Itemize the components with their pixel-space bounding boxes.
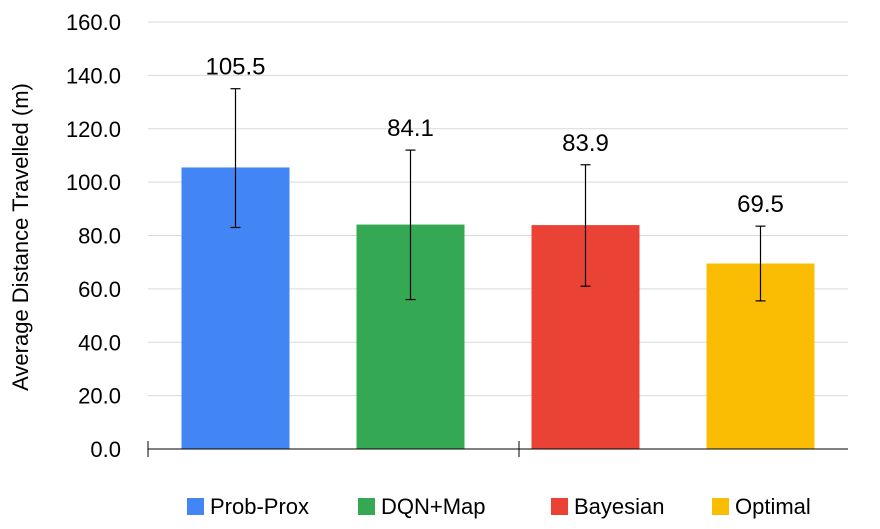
data-label: 105.5 — [205, 54, 265, 81]
y-axis-label: Average Distance Travelled (m) — [8, 83, 33, 391]
y-tick-label: 120.0 — [66, 117, 121, 142]
y-tick-label: 80.0 — [78, 224, 121, 249]
legend-label: Optimal — [735, 494, 811, 519]
legend-swatch — [712, 498, 729, 515]
y-tick-label: 20.0 — [78, 384, 121, 409]
y-tick-label: 60.0 — [78, 277, 121, 302]
y-tick-label: 40.0 — [78, 330, 121, 355]
legend-item: Prob-Prox — [187, 494, 309, 519]
data-label: 84.1 — [387, 115, 434, 142]
legend-item: Bayesian — [551, 494, 665, 519]
legend-label: Bayesian — [574, 494, 665, 519]
y-tick-label: 0.0 — [90, 437, 121, 462]
legend: Prob-Prox DQN+Map Bayesian Optimal — [187, 494, 811, 519]
legend-item: Optimal — [712, 494, 811, 519]
data-labels: 105.5 84.1 83.9 69.5 — [205, 54, 783, 218]
y-tick-label: 100.0 — [66, 170, 121, 195]
error-bars — [230, 88, 766, 302]
legend-swatch — [187, 498, 204, 515]
legend-label: DQN+Map — [381, 494, 486, 519]
y-tick-label: 160.0 — [66, 10, 121, 35]
data-label: 69.5 — [737, 191, 784, 218]
x-axis — [147, 441, 848, 457]
legend-item: DQN+Map — [358, 494, 486, 519]
y-tick-label: 140.0 — [66, 63, 121, 88]
bars — [181, 167, 815, 449]
legend-label: Prob-Prox — [210, 494, 309, 519]
data-label: 83.9 — [562, 130, 609, 157]
y-axis-ticks: 0.0 20.0 40.0 60.0 80.0 100.0 120.0 140.0 160.0 — [66, 10, 121, 462]
legend-swatch — [358, 498, 375, 515]
legend-swatch — [551, 498, 568, 515]
